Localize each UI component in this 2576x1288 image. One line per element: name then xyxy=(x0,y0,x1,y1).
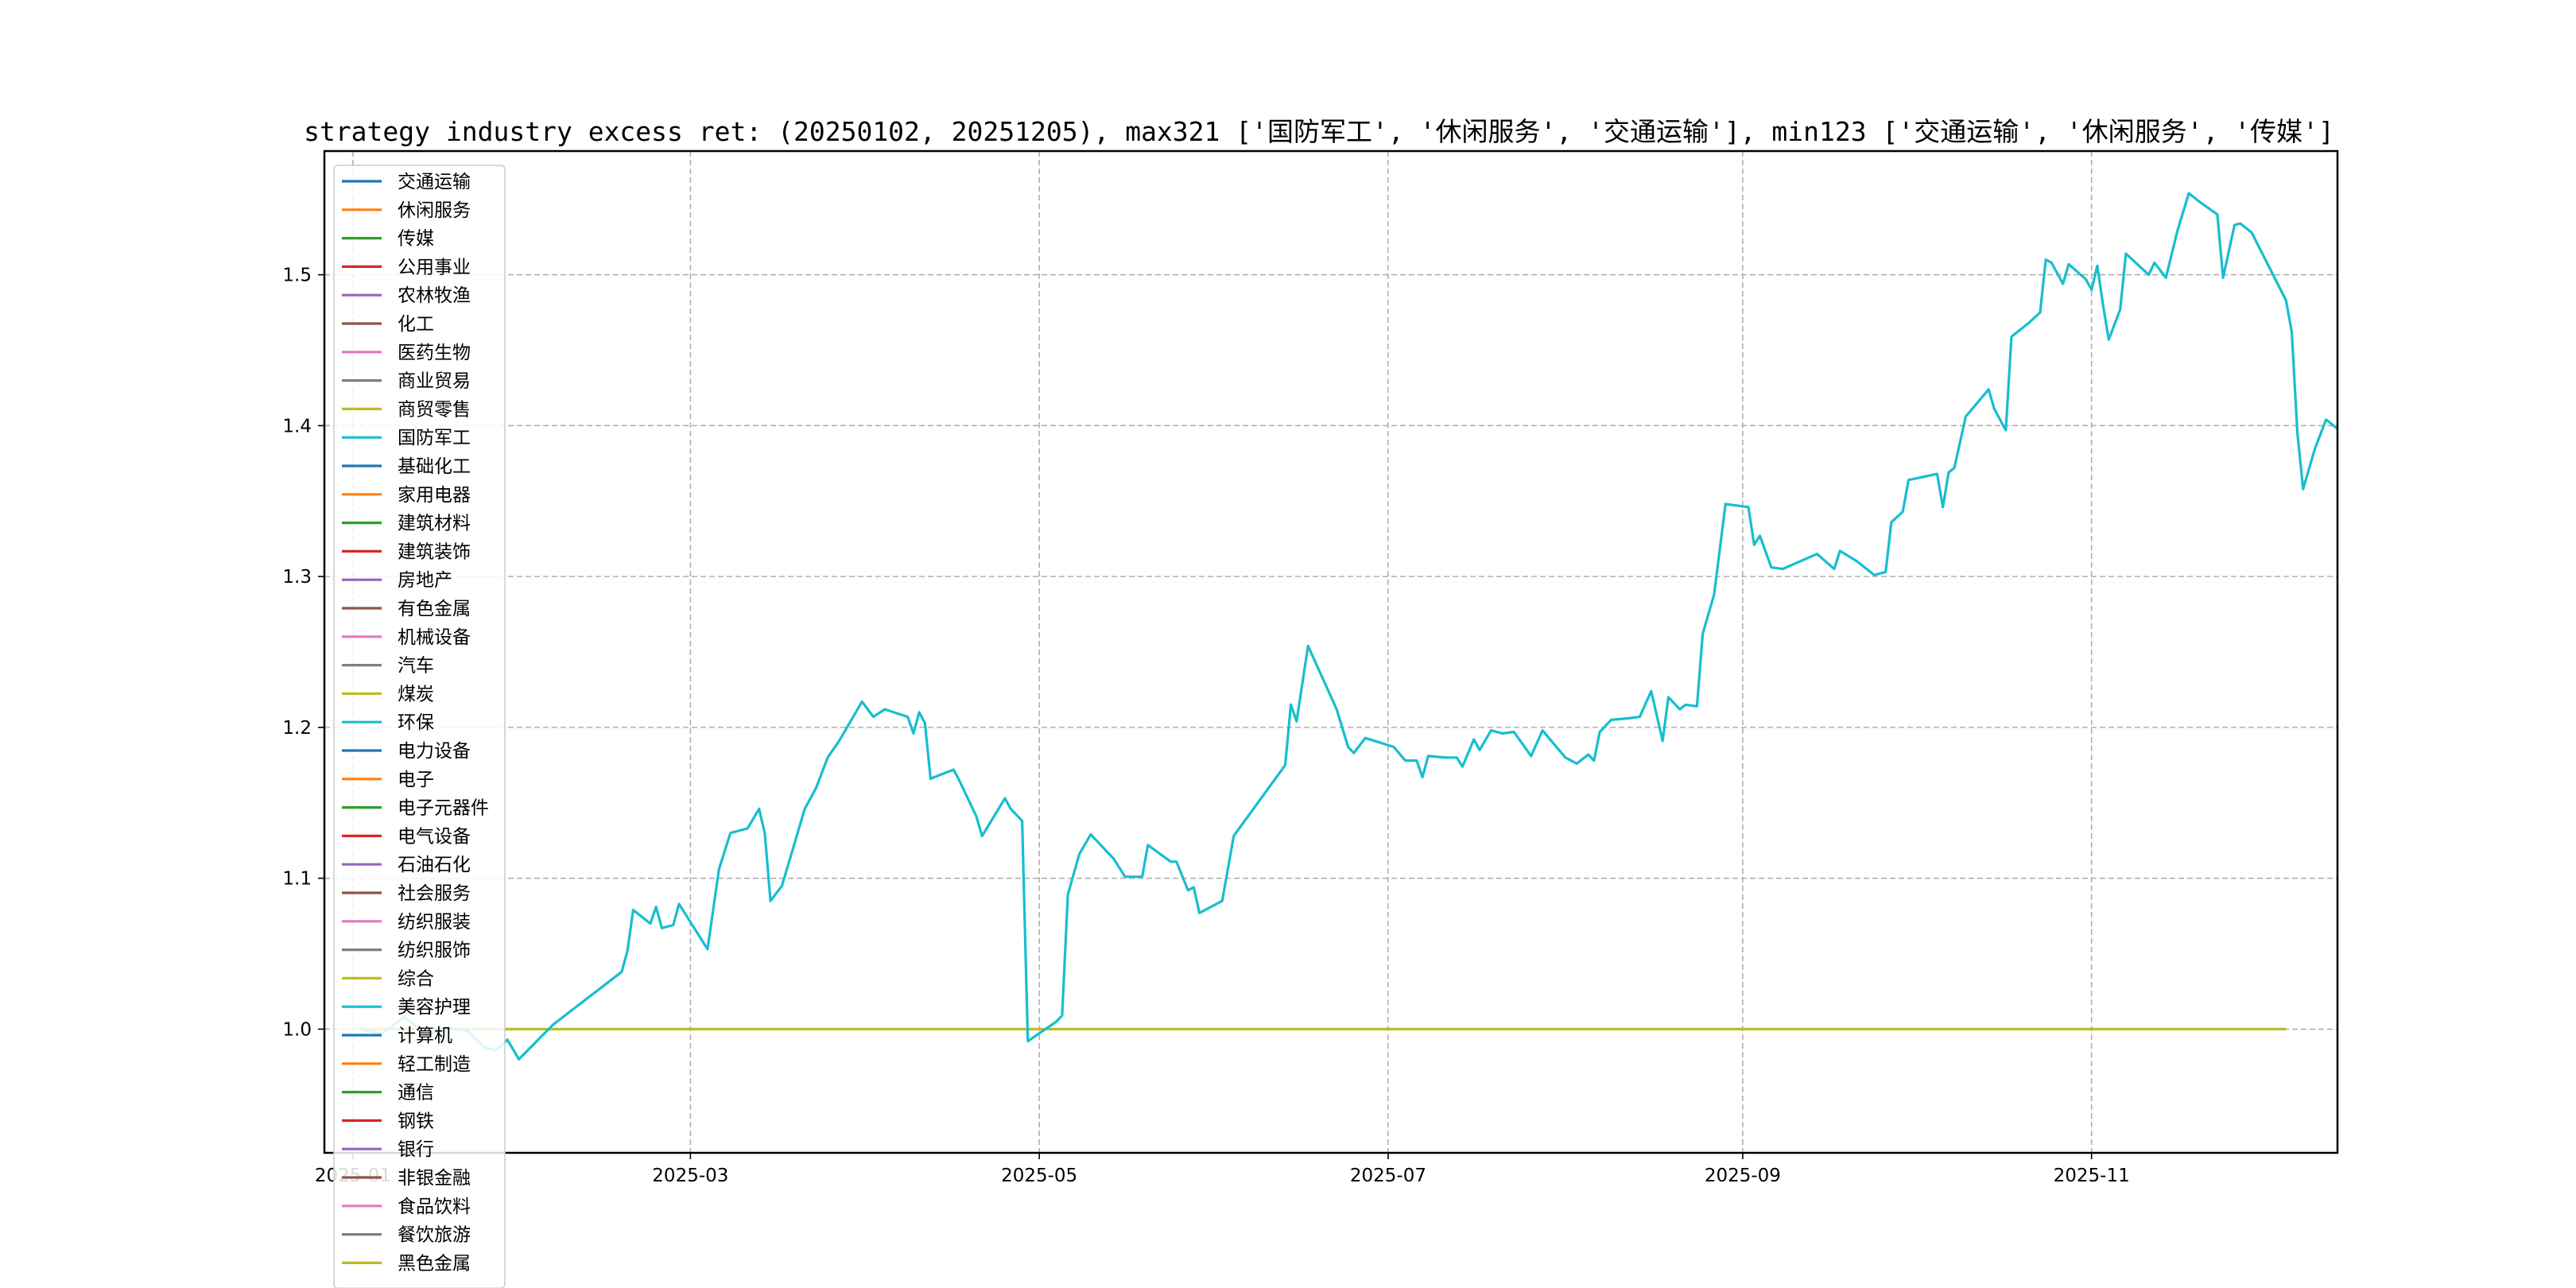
legend-label: 社会服务 xyxy=(398,883,471,904)
legend-item: 餐饮旅游 xyxy=(342,1225,471,1246)
legend-item: 家用电器 xyxy=(342,485,471,506)
y-tick-label: 1.0 xyxy=(282,1019,312,1040)
x-tick-label: 2025-09 xyxy=(1705,1166,1781,1186)
legend-item: 机械设备 xyxy=(342,627,471,648)
legend-label: 银行 xyxy=(398,1139,434,1160)
legend-item: 黑色金属 xyxy=(342,1253,471,1274)
legend-item: 传媒 xyxy=(342,229,434,250)
legend-item: 银行 xyxy=(342,1139,434,1160)
x-tick-label: 2025-07 xyxy=(1350,1166,1426,1186)
legend-item: 交通运输 xyxy=(342,172,471,192)
legend-item: 综合 xyxy=(342,968,434,989)
legend-item: 建筑装饰 xyxy=(342,541,471,562)
legend-label: 汽车 xyxy=(398,656,434,677)
y-tick-label: 1.1 xyxy=(282,869,312,890)
legend-label: 黑色金属 xyxy=(398,1253,471,1274)
legend-label: 餐饮旅游 xyxy=(398,1225,471,1246)
y-tick-label: 1.3 xyxy=(282,567,312,588)
legend-label: 计算机 xyxy=(398,1026,452,1046)
x-tick-label: 2025-05 xyxy=(1001,1166,1077,1186)
legend-label: 煤炭 xyxy=(398,684,434,704)
legend-label: 纺织服饰 xyxy=(398,941,471,961)
legend-item: 食品饮料 xyxy=(342,1197,471,1217)
legend-item: 电气设备 xyxy=(342,826,471,847)
legend-label: 休闲服务 xyxy=(398,200,471,221)
legend-label: 房地产 xyxy=(398,570,452,591)
legend-item: 电子 xyxy=(342,770,434,790)
legend-label: 商业贸易 xyxy=(398,371,471,392)
legend-label: 钢铁 xyxy=(398,1111,434,1131)
legend-label: 医药生物 xyxy=(398,343,471,363)
y-tick-label: 1.5 xyxy=(282,266,312,286)
legend-item: 汽车 xyxy=(342,656,434,677)
legend-label: 家用电器 xyxy=(398,485,471,506)
legend-label: 基础化工 xyxy=(398,456,471,477)
legend-label: 有色金属 xyxy=(398,599,471,619)
legend-item: 社会服务 xyxy=(342,883,471,904)
chart-title: strategy industry excess ret: (20250102,… xyxy=(304,116,2334,147)
y-tick-label: 1.2 xyxy=(282,718,312,739)
series-lines xyxy=(358,192,2338,1061)
x-tick-label: 2025-03 xyxy=(652,1166,728,1186)
legend-item: 国防军工 xyxy=(342,428,471,448)
legend-label: 食品饮料 xyxy=(398,1197,471,1217)
legend-item: 纺织服饰 xyxy=(342,941,471,961)
legend-label: 国防军工 xyxy=(398,428,471,448)
legend-label: 纺织服装 xyxy=(398,912,471,933)
legend-item: 基础化工 xyxy=(342,456,471,477)
legend-item: 有色金属 xyxy=(342,599,471,619)
legend-label: 综合 xyxy=(398,968,434,989)
legend-label: 电气设备 xyxy=(398,826,471,847)
legend-item: 煤炭 xyxy=(342,684,434,704)
legend-label: 公用事业 xyxy=(398,257,471,277)
legend-label: 建筑材料 xyxy=(398,514,471,534)
legend-label: 石油石化 xyxy=(398,855,471,875)
axis-ticks: 1.01.11.21.31.41.52025-012025-032025-052… xyxy=(282,266,2129,1186)
legend: 交通运输休闲服务传媒公用事业农林牧渔化工医药生物商业贸易商贸零售国防军工基础化工… xyxy=(333,165,506,1288)
legend-label: 建筑装饰 xyxy=(398,541,471,562)
legend-label: 轻工制造 xyxy=(398,1054,471,1075)
legend-label: 商贸零售 xyxy=(398,399,471,420)
legend-item: 石油石化 xyxy=(342,855,471,875)
legend-item: 环保 xyxy=(342,712,434,733)
legend-item: 公用事业 xyxy=(342,257,471,277)
legend-label: 化工 xyxy=(398,314,434,335)
legend-item: 轻工制造 xyxy=(342,1054,471,1075)
series-line xyxy=(358,192,2338,1061)
legend-item: 钢铁 xyxy=(342,1111,434,1131)
legend-label: 环保 xyxy=(398,712,434,733)
legend-item: 电力设备 xyxy=(342,741,471,762)
legend-item: 建筑材料 xyxy=(342,514,471,534)
legend-item: 商贸零售 xyxy=(342,399,471,420)
legend-label: 电子 xyxy=(398,770,434,790)
x-tick-label: 2025-11 xyxy=(2054,1166,2130,1186)
legend-item: 房地产 xyxy=(342,570,452,591)
legend-item: 美容护理 xyxy=(342,997,471,1018)
legend-label: 传媒 xyxy=(398,229,434,250)
legend-label: 机械设备 xyxy=(398,627,471,648)
legend-item: 纺织服装 xyxy=(342,912,471,933)
plot-frame xyxy=(323,149,2339,1154)
legend-item: 电子元器件 xyxy=(342,798,489,819)
legend-label: 美容护理 xyxy=(398,997,471,1018)
legend-label: 非银金融 xyxy=(398,1168,471,1189)
legend-item: 医药生物 xyxy=(342,343,471,363)
legend-label: 交通运输 xyxy=(398,172,471,192)
legend-item: 非银金融 xyxy=(342,1168,471,1189)
legend-item: 计算机 xyxy=(342,1026,452,1046)
legend-label: 电力设备 xyxy=(398,741,471,762)
legend-item: 休闲服务 xyxy=(342,200,471,221)
legend-item: 通信 xyxy=(342,1083,434,1104)
legend-label: 农林牧渔 xyxy=(398,285,471,306)
legend-label: 通信 xyxy=(398,1083,434,1104)
legend-label: 电子元器件 xyxy=(398,798,489,819)
legend-item: 农林牧渔 xyxy=(342,285,471,306)
legend-item: 化工 xyxy=(342,314,434,335)
y-tick-label: 1.4 xyxy=(282,416,312,436)
legend-item: 商业贸易 xyxy=(342,371,471,392)
